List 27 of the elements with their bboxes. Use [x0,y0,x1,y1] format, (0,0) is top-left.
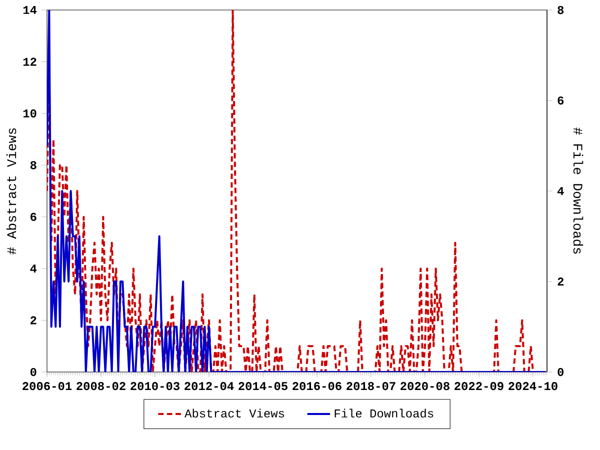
y2-tick-label: 4 [557,187,564,195]
y2-tick-label: 6 [558,96,564,105]
y2-tick-label: 0 [558,368,564,376]
y2-axis-title: # File Downloads [573,128,584,254]
legend-label: File Downloads [334,408,434,418]
y-tick-label: 12 [23,58,36,66]
x-tick-label: 2010-03 [130,382,180,390]
x-tick-label: 2016-06 [292,382,342,390]
x-tick-label: 2018-07 [346,382,396,390]
x-tick-label: 2024-10 [508,382,558,390]
x-tick-label: 2022-09 [454,382,504,390]
y-tick-label: 14 [23,6,37,14]
y-tick-label: 0 [30,368,36,376]
y-tick-label: 8 [30,161,36,170]
x-tick-label: 2012-04 [184,382,234,390]
y-tick-label: 10 [23,109,36,118]
y-tick-label: 2 [30,316,36,324]
legend-label: Abstract Views [184,408,284,418]
y-tick-label: 6 [30,212,36,221]
y-axis-title: # Abstract Views [6,128,16,254]
x-tick-label: 2006-01 [22,382,72,390]
y2-tick-label: 8 [558,6,564,14]
x-tick-label: 2014-05 [238,382,288,390]
x-tick-label: 2020-08 [400,382,450,390]
x-tick-label: 2008-02 [76,382,126,390]
y2-tick-label: 2 [558,278,564,286]
y-tick-label: 4 [30,264,37,273]
